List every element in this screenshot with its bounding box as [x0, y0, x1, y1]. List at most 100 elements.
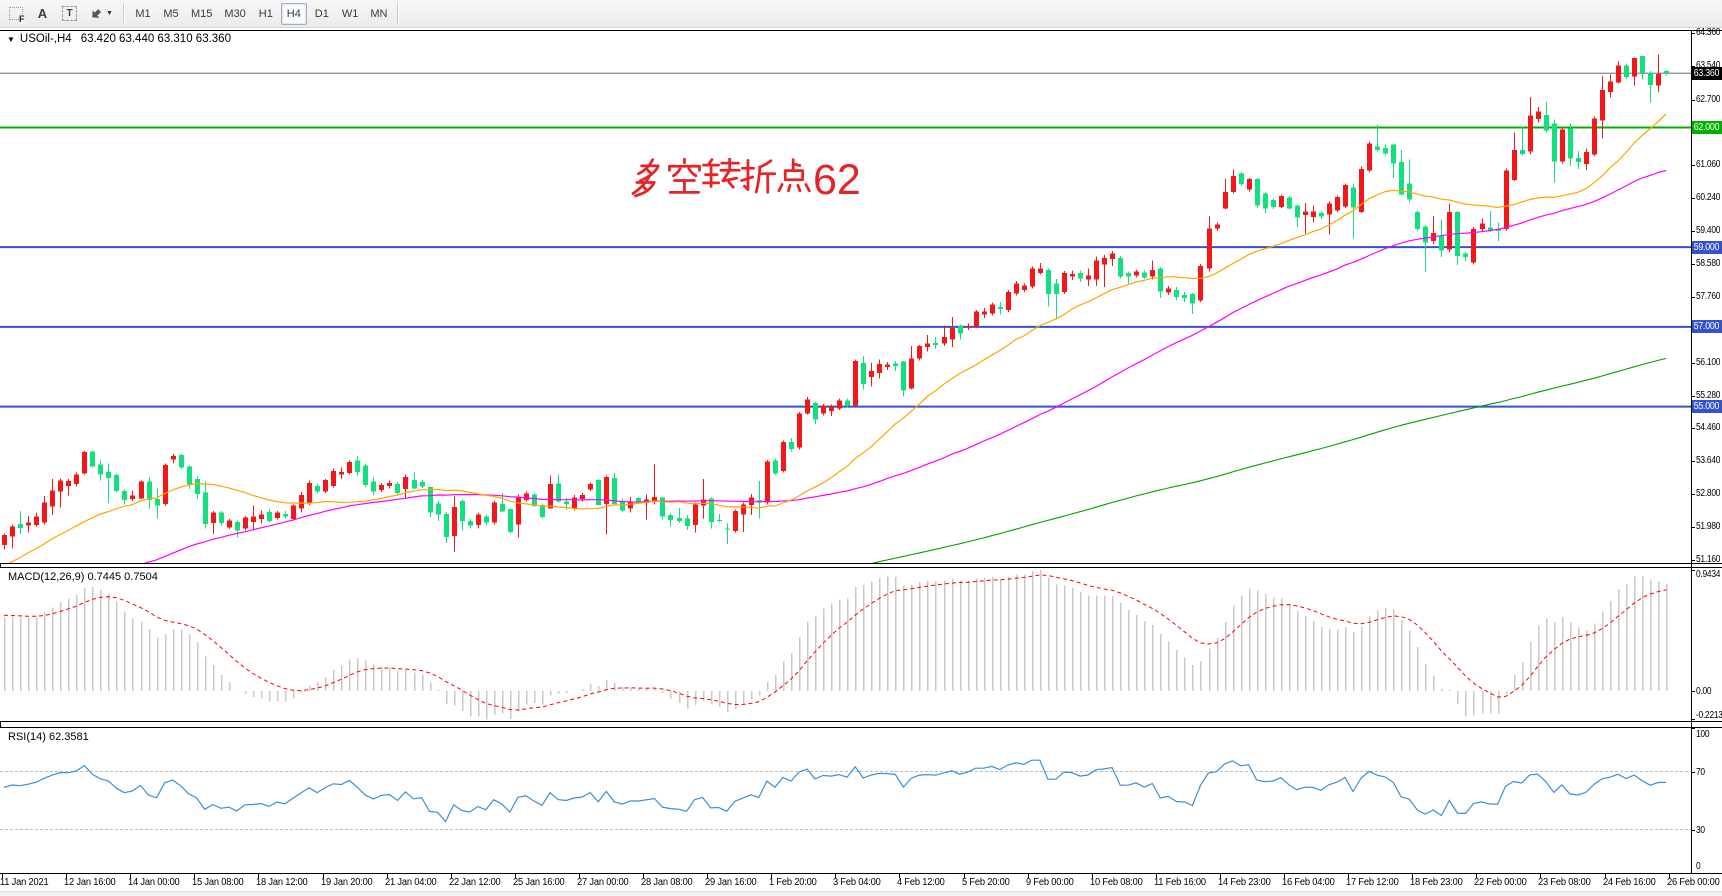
time-tick [899, 874, 901, 878]
text-label-tool-icon[interactable]: T [57, 3, 82, 25]
price-tick [1691, 165, 1695, 166]
toolbar-separator [123, 2, 125, 25]
tf-button-H1[interactable]: H1 [258, 7, 273, 20]
rsi-pane-bottom-border [0, 873, 1722, 874]
tf-button-H4[interactable]: H4 [280, 2, 307, 25]
price-tick-label: 56.100 [1696, 356, 1721, 368]
time-tick [386, 874, 388, 878]
price-tick [1691, 33, 1695, 35]
time-tick-label: 15 Jan 08:00 [192, 877, 244, 888]
rsi-scale-tick [1691, 873, 1695, 874]
tf-button-MN[interactable]: MN [370, 7, 388, 20]
main-pane-bottom-border [0, 563, 1722, 564]
time-tick-label: 5 Feb 20:00 [961, 877, 1010, 888]
tf-button-D1[interactable]: D1 [314, 7, 329, 20]
price-tick-label: 51.160 [1696, 553, 1721, 565]
candlestick-layer [2, 54, 1669, 553]
rsi-scale-tick [1691, 728, 1695, 729]
time-tick-label: 16 Feb 04:00 [1282, 877, 1335, 888]
price-tick-label: 54.460 [1696, 422, 1721, 434]
timeframe-group: M1 M5 M15 M30 H1 H4 D1 W1 MN [129, 2, 393, 25]
time-tick-label: 22 Jan 12:00 [448, 877, 501, 888]
tf-button-W1[interactable]: W1 [341, 7, 359, 20]
time-tick [1091, 874, 1093, 878]
price-tick [1691, 263, 1695, 265]
time-tick [643, 874, 644, 878]
chart-annotation-number: 62 [813, 156, 861, 204]
ma-mid-line [143, 169, 1667, 563]
new-order-tool-icon[interactable]: F [3, 3, 28, 25]
time-tick [1668, 874, 1670, 878]
dropdown-caret-icon: ▼ [106, 10, 113, 17]
time-tick-label: 11 Feb 16:00 [1153, 877, 1206, 888]
macd-scale-label: 0.9434 [1696, 569, 1721, 580]
time-tick-label: 4 Feb 12:00 [897, 877, 945, 888]
price-tick [1691, 362, 1695, 364]
time-tick-label: 19 Jan 20:00 [320, 877, 373, 888]
rsi-pane[interactable] [0, 728, 1691, 873]
chart-annotation: 62 多空转折点62 [629, 156, 861, 204]
price-tick-label: 51.980 [1696, 521, 1721, 533]
time-tick [514, 874, 516, 878]
time-tick-label: 18 Jan 12:00 [256, 877, 308, 888]
time-tick-label: 28 Jan 08:00 [641, 877, 693, 888]
macd-histogram [4, 570, 1668, 720]
chart-title[interactable]: ▼ USOil-,H4 63.420 63.440 63.310 63.360 [7, 33, 231, 45]
shapes-tool-icon[interactable]: ▼ [84, 3, 118, 25]
rsi-scale-tick [1691, 829, 1695, 831]
time-tick-label: 22 Feb 00:00 [1474, 877, 1527, 888]
chart-dropdown-icon[interactable]: ▼ [7, 34, 15, 44]
status-strip [0, 891, 1722, 896]
time-tick-label: 18 Feb 23:00 [1410, 877, 1463, 888]
price-tick-label: 60.240 [1696, 191, 1721, 203]
time-tick [1155, 874, 1157, 878]
price-axis[interactable]: 64.36063.54062.70061.88061.06060.24059.4… [1691, 27, 1722, 874]
price-tick-label: 52.800 [1696, 488, 1721, 500]
cursor-tool-icon[interactable]: A [30, 3, 55, 25]
price-tick [1691, 527, 1695, 529]
chart-ohlc-values: 63.420 63.440 63.310 63.360 [80, 33, 231, 45]
time-tick-label: 29 Jan 16:00 [705, 877, 757, 888]
macd-signal-line [3, 574, 1667, 711]
time-tick [1284, 874, 1285, 878]
ma-fast-line [8, 113, 1667, 563]
rsi-scale-label: 30 [1696, 824, 1705, 836]
toolbar: F A T ▼ M1 M5 M15 M30 H1 H4 D1 W1 MN [0, 0, 1722, 28]
price-tick [1691, 494, 1695, 496]
price-tick [1691, 66, 1695, 68]
time-tick [2, 874, 3, 878]
price-tick-label: 61.060 [1696, 159, 1721, 170]
time-tick-label: 25 Jan 16:00 [512, 877, 565, 888]
macd-pane-top-border [0, 567, 1722, 568]
rsi-pane-top-border [0, 727, 1722, 728]
tf-button-M5[interactable]: M5 [163, 7, 179, 20]
letter-a-icon: A [37, 6, 48, 21]
macd-pane-bottom-border [0, 721, 1722, 722]
chart-symbol-label: USOil-,H4 [19, 33, 72, 45]
time-tick-label: 9 Feb 00:00 [1025, 877, 1074, 888]
price-tick-label: 55.280 [1696, 389, 1721, 401]
time-tick [1348, 874, 1350, 878]
price-tick [1691, 428, 1695, 430]
rsi-scale-label: 100 [1696, 729, 1710, 740]
ma-slow-line [871, 357, 1667, 563]
main-chart-pane[interactable] [0, 31, 1691, 563]
time-tick [194, 874, 196, 878]
macd-scale-label: 0.00 [1696, 686, 1712, 697]
tf-button-M15[interactable]: M15 [191, 7, 213, 20]
price-tick [1691, 460, 1695, 462]
macd-pane[interactable] [0, 568, 1691, 721]
macd-scale-tick [1691, 570, 1695, 571]
tf-button-M1[interactable]: M1 [135, 7, 151, 20]
letter-t-icon: T [62, 6, 77, 21]
time-tick [450, 874, 452, 878]
time-tick-label: 11 Jan 2021 [0, 877, 49, 888]
tf-button-M30[interactable]: M30 [224, 7, 246, 20]
time-tick [322, 874, 324, 878]
price-tick [1691, 231, 1695, 233]
diagonal-arrows-icon [92, 8, 102, 18]
price-tick [1691, 395, 1695, 397]
toolbar-separator [397, 2, 400, 25]
level-price-label: 55.000 [1692, 400, 1722, 414]
